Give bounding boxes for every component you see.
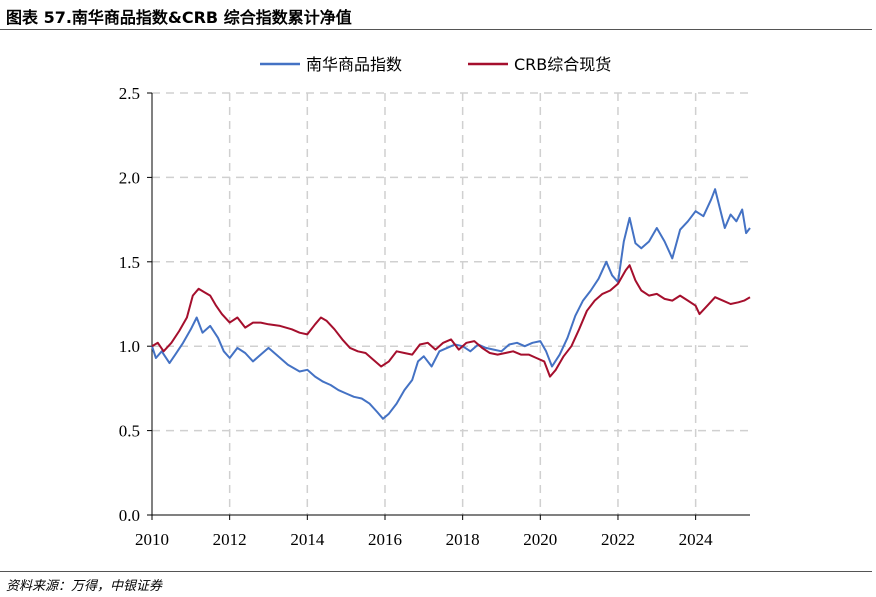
grid-lines: [152, 92, 750, 515]
tick-labels: 0.0 0.5 1.0 1.5 2.0 2.5 2010 2012 2014 2016 2018 20…: [119, 84, 713, 549]
x-tick-label: 2010: [135, 530, 169, 549]
x-tick-label: 2012: [213, 530, 247, 549]
series-line-1: [151, 264, 751, 378]
y-tick-label: 2.5: [119, 84, 140, 103]
source-note: 资料来源：万得，中银证券: [6, 579, 163, 594]
x-tick-label: 2022: [601, 530, 635, 549]
legend: 南华商品指数 CRB综合现货: [260, 55, 611, 74]
y-tick-label: 0.5: [119, 422, 140, 441]
axes: [147, 92, 750, 520]
x-tick-label: 2024: [679, 530, 714, 549]
legend-label-0: 南华商品指数: [306, 55, 402, 74]
x-tick-label: 2016: [368, 530, 402, 549]
x-tick-label: 2014: [290, 530, 325, 549]
source-rule: [0, 571, 872, 572]
legend-label-1: CRB综合现货: [514, 55, 611, 74]
x-tick-label: 2018: [446, 530, 480, 549]
y-tick-label: 2.0: [119, 168, 140, 187]
y-tick-label: 1.0: [119, 337, 140, 356]
title-rule: [0, 29, 872, 30]
series-line-0: [151, 188, 751, 420]
x-tick-label: 2020: [523, 530, 557, 549]
figure-title: 图表 57.南华商品指数&CRB 综合指数累计净值: [6, 8, 352, 27]
y-tick-label: 1.5: [119, 253, 140, 272]
series-lines: [151, 188, 751, 420]
y-tick-label: 0.0: [119, 506, 140, 525]
